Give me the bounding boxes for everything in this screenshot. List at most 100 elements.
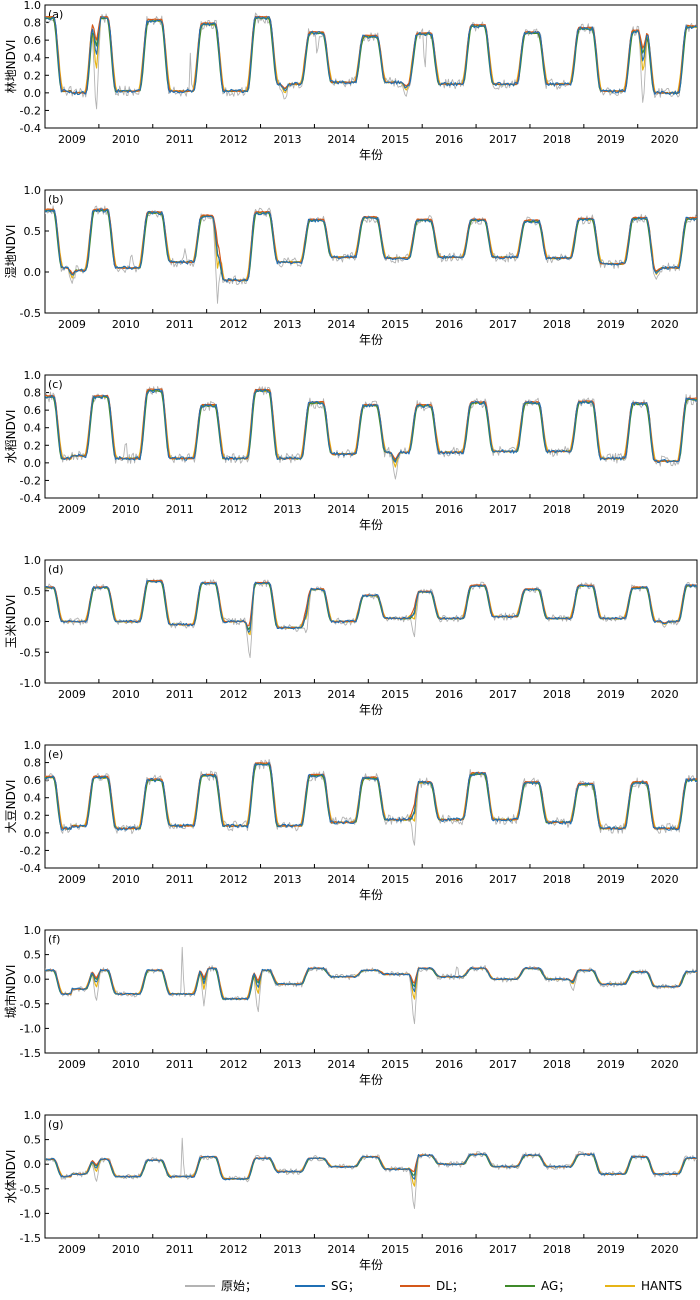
x-tick-label: 2013	[273, 1058, 301, 1071]
y-axis-label: 大豆NDVI	[4, 780, 18, 834]
y-tick-label: -1.0	[20, 1207, 41, 1220]
x-tick-label: 2019	[597, 1243, 625, 1256]
series-line-sg	[45, 966, 697, 1001]
y-tick-label: -1.5	[20, 1047, 41, 1060]
x-tick-label: 2017	[489, 318, 517, 331]
x-tick-label: 2011	[166, 503, 194, 516]
x-tick-label: 2018	[543, 1243, 571, 1256]
x-tick-label: 2020	[651, 688, 679, 701]
y-tick-label: 0.2	[24, 809, 42, 822]
x-tick-label: 2010	[112, 1243, 140, 1256]
x-tick-label: 2009	[58, 688, 86, 701]
x-tick-label: 2019	[597, 688, 625, 701]
y-tick-label: 0.6	[24, 774, 42, 787]
x-tick-label: 2010	[112, 1058, 140, 1071]
x-tick-label: 2018	[543, 133, 571, 146]
x-tick-label: 2020	[651, 318, 679, 331]
x-tick-label: 2011	[166, 1058, 194, 1071]
x-tick-label: 2010	[112, 318, 140, 331]
y-tick-label: 0.5	[24, 585, 42, 598]
x-tick-label: 2020	[651, 503, 679, 516]
y-tick-label: 1.0	[24, 0, 42, 12]
plot-frame	[44, 929, 698, 1054]
y-tick-label: 0.0	[24, 87, 42, 100]
y-axis-label: 水体NDVI	[4, 1150, 18, 1204]
x-tick-label: 2009	[58, 1058, 86, 1071]
x-tick-label: 2015	[381, 133, 409, 146]
series-line-sg	[45, 388, 697, 464]
y-tick-label: 0.8	[24, 757, 42, 770]
x-tick-label: 2015	[381, 688, 409, 701]
x-tick-label: 2014	[327, 318, 355, 331]
x-tick-label: 2016	[435, 688, 463, 701]
x-tick-label: 2013	[273, 503, 301, 516]
x-tick-label: 2015	[381, 1058, 409, 1071]
y-axis-label: 水稻NDVI	[4, 410, 18, 464]
y-axis-label: 玉米NDVI	[4, 595, 18, 649]
x-tick-label: 2013	[273, 133, 301, 146]
y-tick-label: 0.0	[24, 1158, 42, 1171]
y-tick-label: 1.0	[24, 1109, 42, 1122]
series-line-sg	[45, 579, 697, 633]
y-tick-label: 1.0	[24, 369, 42, 382]
x-tick-label: 2019	[597, 1058, 625, 1071]
series-line-sg	[45, 15, 697, 96]
y-tick-label: -0.5	[20, 998, 41, 1011]
x-tick-label: 2012	[220, 1058, 248, 1071]
series-line-sg	[45, 208, 697, 283]
x-tick-label: 2012	[220, 688, 248, 701]
x-tick-label: 2016	[435, 1058, 463, 1071]
series-line-raw	[45, 205, 697, 304]
y-tick-label: -0.5	[20, 307, 41, 320]
chart-panel-6: -1.5 -1.0 -0.5 0.0 0.5 1.0 2009 2010 2011 2012 201…	[3, 924, 698, 1087]
x-tick-label: 2010	[112, 688, 140, 701]
x-tick-label: 2019	[597, 503, 625, 516]
x-tick-label: 2018	[543, 688, 571, 701]
x-tick-label: 2013	[273, 688, 301, 701]
legend-label: 原始；	[221, 1279, 257, 1293]
plot-frame	[44, 374, 698, 499]
x-tick-label: 2009	[58, 873, 86, 886]
x-tick-label: 2011	[166, 873, 194, 886]
x-axis-label: 年份	[359, 888, 383, 902]
y-tick-label: 0.8	[24, 387, 42, 400]
x-tick-label: 2013	[273, 318, 301, 331]
x-tick-label: 2020	[651, 1243, 679, 1256]
x-tick-label: 2009	[58, 503, 86, 516]
y-tick-label: 1.0	[24, 554, 42, 567]
x-tick-label: 2014	[327, 1243, 355, 1256]
y-tick-label: 0.6	[24, 34, 42, 47]
x-tick-label: 2019	[597, 318, 625, 331]
x-tick-label: 2017	[489, 503, 517, 516]
x-tick-label: 2014	[327, 503, 355, 516]
x-tick-label: 2016	[435, 133, 463, 146]
y-tick-label: -0.2	[20, 104, 41, 117]
y-tick-label: 0.5	[24, 949, 42, 962]
series-line-raw	[45, 12, 697, 110]
y-tick-label: 0.0	[24, 457, 42, 470]
series-line-dl	[45, 15, 697, 94]
series-line-raw	[45, 578, 697, 659]
x-tick-label: 2010	[112, 873, 140, 886]
y-tick-label: -1.0	[20, 677, 41, 690]
x-tick-label: 2009	[58, 133, 86, 146]
x-tick-label: 2012	[220, 1243, 248, 1256]
x-tick-label: 2015	[381, 318, 409, 331]
panel-label: (f)	[48, 933, 60, 946]
x-tick-label: 2020	[651, 873, 679, 886]
y-tick-label: -0.2	[20, 844, 41, 857]
y-tick-label: 0.0	[24, 616, 42, 629]
x-tick-label: 2016	[435, 1243, 463, 1256]
series-line-sg	[45, 762, 697, 831]
x-tick-label: 2009	[58, 318, 86, 331]
y-tick-label: -1.0	[20, 1022, 41, 1035]
x-tick-label: 2019	[597, 133, 625, 146]
x-tick-label: 2014	[327, 873, 355, 886]
y-tick-label: 0.2	[24, 69, 42, 82]
legend-label: DL；	[436, 1279, 464, 1293]
x-tick-label: 2012	[220, 133, 248, 146]
y-tick-label: 0.0	[24, 827, 42, 840]
y-tick-label: 0.2	[24, 439, 42, 452]
panel-label: (b)	[48, 193, 64, 206]
y-tick-label: -0.5	[20, 1183, 41, 1196]
